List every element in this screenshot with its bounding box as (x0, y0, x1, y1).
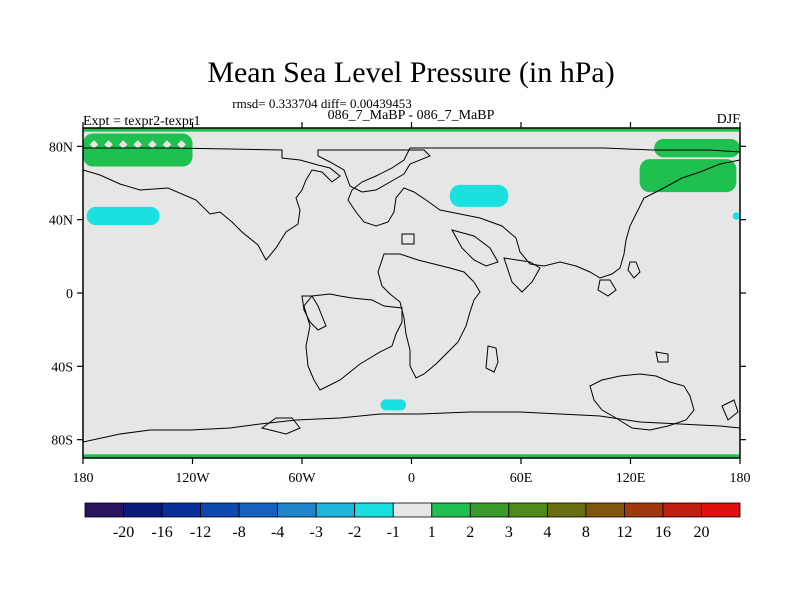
colorbar-swatch (200, 502, 240, 518)
x-tick-label: 60W (288, 471, 316, 486)
map-background (83, 128, 740, 458)
anomaly-central-asia (449, 184, 509, 207)
plot-area (82, 127, 741, 459)
colorbar-label: 4 (543, 524, 551, 541)
coastline-new-guinea (655, 351, 669, 363)
colorbar-swatch (238, 502, 279, 518)
coastline-madagascar (485, 345, 499, 373)
x-tick-label: 180 (73, 471, 94, 486)
coastline-africa (377, 253, 481, 379)
colorbar-label: 20 (693, 524, 709, 541)
x-tick-label: 120E (616, 471, 646, 486)
chart-title: Mean Sea Level Pressure (in hPa) (207, 56, 614, 89)
stats-line: rmsd= 0.333704 diff= 0.00439453 (232, 96, 411, 111)
colorbar-label: -2 (348, 524, 361, 541)
coastline-india (503, 257, 541, 293)
colorbar-label: -3 (310, 524, 323, 541)
center-label: 086_7_MaBP - 086_7_MaBP (328, 108, 495, 123)
x-tick-label: 0 (408, 471, 415, 486)
anomaly-south-pole-band (83, 454, 740, 458)
colorbar-swatch (469, 502, 510, 518)
colorbar-label: 12 (616, 524, 632, 541)
coastline-south-america (303, 293, 403, 391)
coastline-australia (589, 373, 695, 431)
colorbar-swatch (701, 502, 741, 518)
coastline-antarctica (83, 411, 740, 458)
colorbar-label: 1 (428, 524, 436, 541)
coastline-north-america (83, 147, 341, 261)
colorbar-label: -12 (190, 524, 211, 541)
anomaly-north-pole-band (83, 128, 740, 132)
colorbar-swatch (508, 502, 548, 518)
colorbar-swatch (624, 502, 664, 518)
y-tick-label: 0 (66, 287, 73, 302)
coastlines (83, 147, 740, 458)
colorbar-swatch (354, 502, 394, 518)
colorbar-label: -16 (151, 524, 172, 541)
colorbar-label: 2 (466, 524, 474, 541)
anomaly-arctic-west-pattern (88, 138, 188, 151)
colorbar-swatch (431, 502, 471, 518)
coastline-caribbean (301, 295, 327, 331)
colorbar-label: -20 (113, 524, 134, 541)
coastline-eurasia (347, 147, 740, 279)
colorbar-swatch (161, 502, 201, 518)
coastline-new-zealand (721, 399, 739, 421)
coastline-ross-shelf (260, 417, 301, 435)
left-label: Expt = texpr2-texpr1 (83, 114, 201, 129)
y-tick-label: 40N (49, 214, 73, 229)
x-tick-label: 180 (730, 471, 751, 486)
anomaly-w-pacific (732, 212, 740, 220)
colorbar-label: 16 (655, 524, 671, 541)
right-label: DJF (717, 112, 741, 127)
colorbar-swatch (277, 502, 317, 518)
anomaly-n-pacific-east (86, 206, 160, 226)
coastline-arabia (450, 229, 499, 267)
y-tick-label: 40S (51, 360, 73, 375)
coastline-japan (627, 261, 641, 279)
colorbar-label: 3 (505, 524, 513, 541)
y-tick-label: 80N (49, 140, 73, 155)
colorbar-swatch (585, 502, 625, 518)
axis-ticks: 180 120W 60W 0 60E 120E 180 80N 40N 0 40S 80S (49, 122, 751, 486)
y-tick-label: 80S (51, 434, 73, 449)
colorbar-swatch (315, 502, 356, 518)
x-tick-label: 60E (510, 471, 533, 486)
coastline-se-asia (597, 279, 617, 297)
colorbar-label: -1 (387, 524, 400, 541)
colorbar-swatch (546, 502, 587, 518)
colorbar-label: -8 (232, 524, 245, 541)
colorbar-swatch (84, 502, 124, 518)
coastline-greenland (317, 149, 431, 193)
colorbar-swatch (392, 502, 433, 518)
colorbar-swatch (123, 502, 163, 518)
coastline-mediterranean (401, 233, 415, 245)
colorbar-label: -4 (271, 524, 284, 541)
anomaly-arctic-east (654, 139, 740, 158)
colorbar-swatch (662, 502, 702, 518)
x-tick-label: 120W (175, 471, 210, 486)
anomaly-s-atlantic (380, 399, 407, 411)
colorbar: -20 -16 -12 -8 -4 -3 -2 -1 1 2 3 4 8 12 16 20 (84, 502, 741, 541)
colorbar-label: 8 (582, 524, 590, 541)
